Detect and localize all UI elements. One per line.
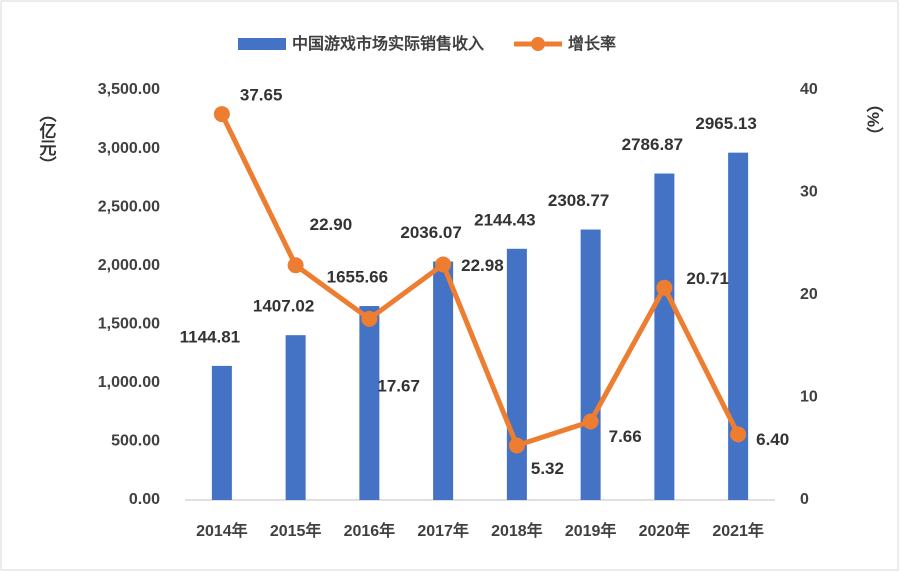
bar <box>580 229 601 501</box>
line-marker <box>435 256 452 273</box>
legend-label: 增长率 <box>568 34 616 53</box>
x-tick-label: 2017年 <box>417 521 469 540</box>
x-tick-label: 2015年 <box>270 521 322 540</box>
legend-swatch <box>531 37 546 51</box>
line-value-label: 37.65 <box>240 86 283 105</box>
legend-label: 中国游戏市场实际销售收入 <box>292 34 484 53</box>
x-tick-label: 2018年 <box>491 521 543 540</box>
y-tick-label: 500.00 <box>111 433 160 450</box>
y-tick-label: 1,500.00 <box>98 316 160 333</box>
y-tick-label: 3,500.00 <box>98 81 160 98</box>
line-value-label: 22.90 <box>310 215 353 234</box>
bar <box>433 261 454 500</box>
bar-value-label: 1655.66 <box>327 268 388 287</box>
bar-value-label: 2786.87 <box>622 135 683 154</box>
y-tick-label: 1,000.00 <box>98 374 160 391</box>
y-axis-label: （亿元） <box>37 105 57 173</box>
line-value-label: 5.32 <box>531 459 564 478</box>
y2-tick-label: 10 <box>800 389 818 406</box>
line-marker <box>582 413 599 430</box>
line-marker <box>730 426 747 443</box>
line-value-label: 22.98 <box>461 256 504 275</box>
bar-value-label: 1407.02 <box>253 297 314 316</box>
x-tick-label: 2014年 <box>196 521 248 540</box>
bar <box>285 335 306 500</box>
bar <box>359 306 380 500</box>
line-marker <box>361 310 378 327</box>
line-marker <box>213 106 230 123</box>
legend-swatch <box>238 38 286 50</box>
x-tick-label: 2016年 <box>344 521 396 540</box>
y2-tick-label: 0 <box>800 491 809 508</box>
line-value-label: 17.67 <box>377 376 420 395</box>
bar-value-label: 2965.13 <box>695 114 756 133</box>
bar-value-label: 2308.77 <box>548 191 609 210</box>
bar <box>654 173 675 500</box>
line-value-label: 7.66 <box>609 427 642 446</box>
y-tick-label: 2,500.00 <box>98 198 160 215</box>
line-marker <box>656 279 673 296</box>
bar <box>728 152 749 501</box>
bar-value-label: 2036.07 <box>400 223 461 242</box>
line-marker <box>508 437 525 454</box>
line-value-label: 20.71 <box>686 269 729 288</box>
bar-value-label: 1144.81 <box>180 327 241 346</box>
y2-tick-label: 30 <box>800 184 818 201</box>
y2-tick-label: 40 <box>800 81 818 98</box>
y-tick-label: 0.00 <box>129 491 160 508</box>
y2-tick-label: 20 <box>800 286 818 303</box>
line-value-label: 6.40 <box>756 430 789 449</box>
line <box>219 112 741 448</box>
y2-axis-label: （%） <box>864 95 884 144</box>
bar-value-label: 2144.43 <box>474 210 535 229</box>
x-tick-label: 2019年 <box>565 521 617 540</box>
y-tick-label: 3,000.00 <box>98 140 160 157</box>
bar <box>211 365 232 500</box>
bar <box>506 248 527 500</box>
x-tick-label: 2021年 <box>712 521 764 540</box>
line-marker <box>287 257 304 274</box>
x-tick-label: 2020年 <box>639 521 691 540</box>
y-tick-label: 2,000.00 <box>98 257 160 274</box>
